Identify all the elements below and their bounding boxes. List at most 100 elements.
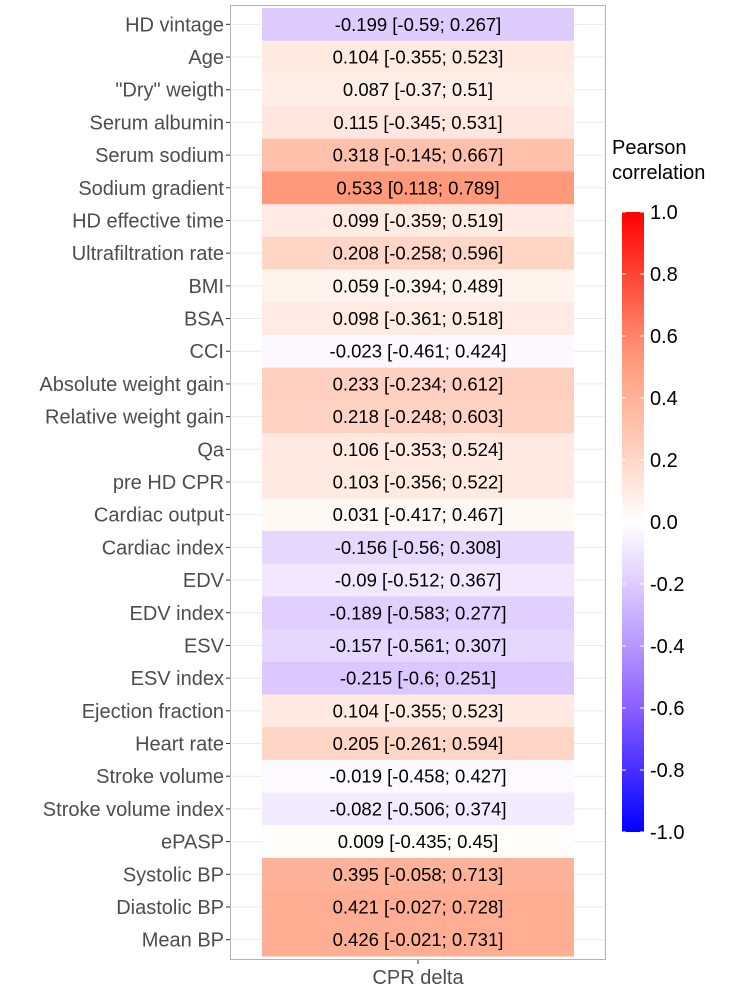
colorbar-tick-label: -0.6 — [650, 698, 684, 720]
tile-label: 0.009 [-0.435; 0.45] — [338, 831, 498, 852]
heatmap-tile — [262, 106, 574, 140]
heatmap-tile — [262, 138, 574, 172]
y-tick-label: Cardiac output — [94, 505, 225, 527]
tile-label: 0.218 [-0.248; 0.603] — [333, 406, 504, 427]
tile-label: 0.059 [-0.394; 0.489] — [333, 275, 504, 296]
y-tick-label: Serum albumin — [89, 112, 224, 134]
tile-label: -0.019 [-0.458; 0.427] — [330, 766, 507, 787]
heatmap-tile — [262, 367, 574, 401]
y-tick-label: Stroke volume — [96, 766, 224, 788]
colorbar-tick-label: 0.0 — [650, 512, 678, 534]
tile-label: 0.103 [-0.356; 0.522] — [333, 472, 504, 493]
tile-label: -0.189 [-0.583; 0.277] — [330, 602, 507, 623]
heatmap-tile — [262, 923, 574, 957]
colorbar-tick-label: -1.0 — [650, 822, 684, 844]
y-tick-label: Ultrafiltration rate — [72, 243, 224, 265]
colorbar-tick-label: 1.0 — [650, 202, 678, 224]
heatmap-tile — [262, 890, 574, 924]
y-tick-label: ESV — [184, 635, 225, 657]
tile-label: 0.233 [-0.234; 0.612] — [333, 373, 504, 394]
legend-title: correlation — [612, 162, 705, 184]
y-tick-label: Heart rate — [135, 734, 224, 756]
tile-label: 0.098 [-0.361; 0.518] — [333, 308, 504, 329]
tile-label: 0.104 [-0.355; 0.523] — [333, 47, 504, 68]
y-tick-label: "Dry" weigth — [115, 80, 224, 102]
heatmap-tile — [262, 465, 574, 499]
y-tick-label: Mean BP — [142, 930, 224, 952]
colorbar-tick-label: 0.6 — [650, 326, 678, 348]
heatmap-tile — [262, 759, 574, 794]
colorbar — [622, 212, 644, 832]
heatmap-tile — [262, 73, 574, 107]
legend-title: Pearson — [612, 137, 687, 159]
heatmap-tile — [262, 40, 574, 74]
colorbar-tick-label: -0.2 — [650, 574, 684, 596]
tile-label: -0.09 [-0.512; 0.367] — [335, 570, 502, 591]
heatmap-tile — [262, 727, 574, 761]
y-tick-label: pre HD CPR — [113, 472, 224, 494]
tile-label: 0.087 [-0.37; 0.51] — [343, 79, 493, 100]
y-tick-label: EDV index — [130, 603, 225, 625]
tile-label: -0.215 [-0.6; 0.251] — [340, 668, 496, 689]
tile-label: 0.031 [-0.417; 0.467] — [333, 504, 504, 525]
heatmap-tile — [262, 171, 574, 205]
colorbar-tick-label: -0.4 — [650, 636, 684, 658]
tile-label: 0.099 [-0.359; 0.519] — [333, 210, 504, 231]
tile-label: 0.208 [-0.258; 0.596] — [333, 243, 504, 264]
y-tick-label: CCI — [190, 341, 224, 363]
y-tick-label: BMI — [188, 276, 224, 298]
heatmap-tile — [262, 400, 574, 434]
colorbar-tick-label: 0.8 — [650, 264, 678, 286]
heatmap-tile — [262, 857, 574, 892]
y-tick-label: ESV index — [131, 668, 224, 690]
heatmap-tile — [262, 629, 574, 663]
y-tick-label: Stroke volume index — [43, 799, 224, 821]
y-tick-label: Qa — [197, 439, 225, 461]
heatmap-tile — [262, 204, 574, 238]
heatmap-tile — [262, 236, 574, 271]
y-tick-label: ePASP — [161, 832, 224, 854]
tile-label: 0.205 [-0.261; 0.594] — [333, 733, 504, 754]
tile-label: 0.318 [-0.145; 0.667] — [333, 145, 504, 166]
tile-label: 0.426 [-0.021; 0.731] — [333, 929, 504, 950]
y-tick-label: Serum sodium — [95, 145, 224, 167]
tile-label: 0.106 [-0.353; 0.524] — [333, 439, 504, 460]
heatmap-tile — [262, 661, 574, 695]
panel-border — [230, 5, 606, 960]
y-tick-label: Systolic BP — [123, 864, 224, 886]
x-tick-label: CPR delta — [372, 967, 464, 989]
y-tick-label: BSA — [184, 309, 225, 331]
heatmap-tile — [262, 792, 574, 826]
heatmap-tile — [262, 432, 574, 467]
y-tick-label: HD vintage — [125, 14, 224, 36]
tile-label: 0.533 [0.118; 0.789] — [336, 177, 499, 198]
tile-label: -0.157 [-0.561; 0.307] — [330, 635, 507, 656]
heatmap-tile — [262, 302, 574, 336]
y-tick-label: Cardiac index — [102, 537, 224, 559]
heatmap-tile — [262, 8, 574, 42]
heatmap-tile — [262, 498, 574, 532]
tile-label: -0.156 [-0.56; 0.308] — [335, 537, 502, 558]
tile-label: 0.104 [-0.355; 0.523] — [333, 700, 504, 721]
heatmap-tile — [262, 531, 574, 565]
colorbar-tick-label: -0.8 — [650, 760, 684, 782]
heatmap-tile — [262, 563, 574, 597]
tile-label: -0.082 [-0.506; 0.374] — [330, 798, 507, 819]
y-tick-label: Sodium gradient — [78, 178, 224, 200]
y-tick-label: Absolute weight gain — [39, 374, 224, 396]
y-tick-label: Diastolic BP — [116, 897, 224, 919]
y-tick-label: Age — [188, 47, 224, 69]
heatmap-tile — [262, 596, 574, 630]
tile-label: -0.023 [-0.461; 0.424] — [330, 341, 507, 362]
heatmap-tile — [262, 269, 574, 303]
colorbar-tick-label: 0.4 — [650, 388, 678, 410]
y-tick-label: EDV — [183, 570, 225, 592]
y-tick-label: HD effective time — [72, 210, 224, 232]
tile-label: 0.115 [-0.345; 0.531] — [333, 112, 502, 133]
y-tick-label: Ejection fraction — [82, 701, 224, 723]
heatmap-tile — [262, 334, 574, 369]
heatmap-tile — [262, 694, 574, 728]
y-tick-label: Relative weight gain — [45, 407, 224, 429]
